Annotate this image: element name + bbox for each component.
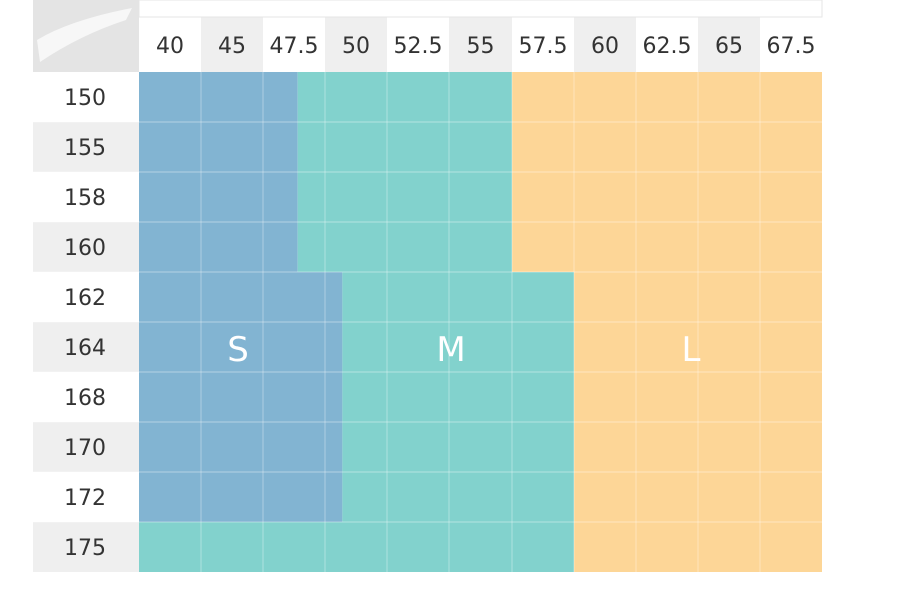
- height-tick-label: 172: [64, 486, 106, 511]
- size-label-l: L: [682, 330, 701, 370]
- weight-tick-label: 52.5: [394, 34, 443, 59]
- height-tick-label: 170: [64, 436, 106, 461]
- size-l-region: [574, 322, 822, 372]
- height-row-header: [33, 322, 139, 372]
- weight-tick-label: 67.5: [767, 34, 816, 59]
- size-l-region: [512, 122, 822, 172]
- height-row-header: [33, 422, 139, 472]
- size-m-region: [297, 172, 512, 222]
- corner-decoration: [37, 8, 132, 62]
- size-s-region: [139, 222, 298, 272]
- height-column: 150 155 158 160 162 164 168 170 172 175: [33, 72, 139, 572]
- weight-tick-label: 55: [467, 34, 495, 59]
- size-s-region: [139, 372, 343, 422]
- height-tick-label: 168: [64, 386, 106, 411]
- weight-tick-label: 65: [715, 34, 743, 59]
- size-m-region: [342, 422, 574, 472]
- weight-header-cell: [139, 17, 201, 72]
- size-l-region: [574, 422, 822, 472]
- weight-header-cell: [263, 17, 325, 72]
- size-m-region: [297, 72, 512, 122]
- height-row-header: [33, 222, 139, 272]
- size-m-region: [342, 372, 574, 422]
- size-s-region: [139, 272, 343, 322]
- size-label-s: S: [227, 330, 249, 370]
- weight-header-cell: [325, 17, 387, 72]
- height-row-header: [33, 522, 139, 572]
- size-l-region: [512, 172, 822, 222]
- size-l-region: [574, 272, 822, 322]
- size-m-region: [342, 272, 574, 322]
- weight-header-cell: [636, 17, 698, 72]
- size-s-region: [139, 72, 298, 122]
- height-row-header: [33, 472, 139, 522]
- weight-header-cell: [512, 17, 574, 72]
- weight-header-cell: [201, 17, 263, 72]
- size-m-region: [297, 222, 512, 272]
- weight-tick-label: 60: [591, 34, 619, 59]
- height-row-header: [33, 122, 139, 172]
- size-l-region: [512, 222, 822, 272]
- height-tick-label: 155: [64, 136, 106, 161]
- size-m-region: [139, 522, 574, 572]
- height-tick-label: 162: [64, 286, 106, 311]
- size-s-region: [139, 472, 343, 522]
- grid-lines: [33, 72, 822, 572]
- height-row-header: [33, 172, 139, 222]
- weight-header-cell: [387, 17, 449, 72]
- height-tick-label: 150: [64, 86, 106, 111]
- size-l-region: [574, 472, 822, 522]
- size-s-region: [139, 422, 343, 472]
- weight-tick-label: 50: [342, 34, 370, 59]
- weight-tick-label: 62.5: [643, 34, 692, 59]
- size-m-region: [342, 472, 574, 522]
- size-m-region: [297, 122, 512, 172]
- weight-tick-label: 57.5: [519, 34, 568, 59]
- weight-header-cell: [574, 17, 636, 72]
- size-l-region: [512, 72, 822, 122]
- height-row-header: [33, 372, 139, 422]
- weight-header-cell: [449, 17, 512, 72]
- weight-tick-label: 47.5: [270, 34, 319, 59]
- size-s-region: [139, 122, 298, 172]
- legend-band: [138, 0, 823, 18]
- size-s-region: [139, 172, 298, 222]
- size-s-region: [139, 322, 343, 372]
- size-m-region: [342, 322, 574, 372]
- height-tick-label: 175: [64, 536, 106, 561]
- size-l-region: [574, 372, 822, 422]
- weight-tick-label: 45: [218, 34, 246, 59]
- weight-header: 40 45 47.5 50 52.5 55 57.5 60 62.5 65 67.5: [33, 0, 823, 72]
- size-labels: S M L: [227, 330, 700, 370]
- weight-header-cell: [760, 17, 822, 72]
- height-row-header: [33, 72, 139, 122]
- size-l-region: [574, 522, 822, 572]
- weight-header-cell: [698, 17, 760, 72]
- weight-tick-label: 40: [156, 34, 184, 59]
- height-tick-label: 158: [64, 186, 106, 211]
- size-label-m: M: [436, 330, 465, 370]
- size-regions: [139, 72, 822, 572]
- height-tick-label: 164: [64, 336, 106, 361]
- height-row-header: [33, 272, 139, 322]
- height-tick-label: 160: [64, 236, 106, 261]
